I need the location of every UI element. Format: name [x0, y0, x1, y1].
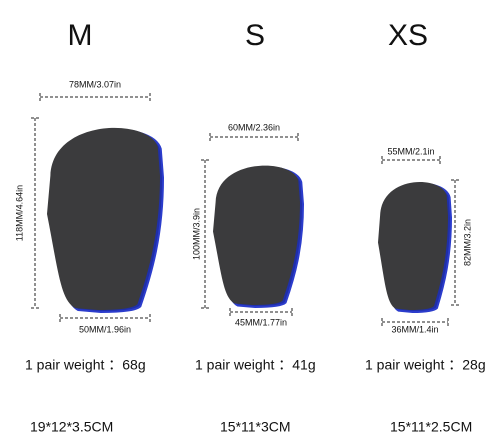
- package-size: 15*11*3CM: [220, 419, 291, 435]
- height: 118MM/4.64in: [14, 185, 24, 241]
- size-label: S: [245, 19, 265, 52]
- bottom-width: 36MM/1.4in: [391, 324, 438, 334]
- package-size: 15*11*2.5CM: [390, 419, 472, 435]
- package-size: 19*12*3.5CM: [30, 419, 113, 435]
- height: 100MM/3.9in: [191, 208, 201, 260]
- bottom-width: 50MM/1.96in: [79, 324, 131, 334]
- size-label: XS: [388, 19, 428, 52]
- height: 82MM/3.2in: [462, 219, 472, 266]
- guard-body: [213, 165, 300, 305]
- top-width: 55MM/2.1in: [387, 146, 434, 156]
- guard-body: [47, 127, 160, 310]
- top-width: 60MM/2.36in: [228, 122, 280, 132]
- weight: 1 pair weight ：41g: [195, 357, 316, 373]
- bottom-width: 45MM/1.77in: [235, 317, 287, 327]
- guard-body: [378, 181, 448, 310]
- weight: 1 pair weight ：28g: [365, 357, 486, 373]
- top-width: 78MM/3.07in: [69, 79, 121, 89]
- size-label: M: [68, 19, 93, 52]
- weight: 1 pair weight ：68g: [25, 357, 146, 373]
